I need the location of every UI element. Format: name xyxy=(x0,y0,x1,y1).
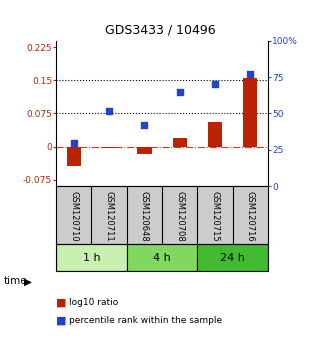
Bar xyxy=(67,147,81,166)
Bar xyxy=(243,78,257,147)
Bar xyxy=(127,244,197,271)
Text: GSM120648: GSM120648 xyxy=(140,191,149,241)
Text: 4 h: 4 h xyxy=(153,253,171,263)
Text: log10 ratio: log10 ratio xyxy=(69,298,118,307)
Text: GSM120711: GSM120711 xyxy=(105,191,114,241)
Point xyxy=(107,108,112,113)
Text: ▶: ▶ xyxy=(24,276,32,286)
Bar xyxy=(102,147,116,148)
Point xyxy=(213,81,218,87)
Bar xyxy=(56,244,127,271)
Text: GSM120708: GSM120708 xyxy=(175,191,184,241)
Bar xyxy=(208,122,222,147)
Text: GSM120710: GSM120710 xyxy=(69,191,78,241)
Text: 1 h: 1 h xyxy=(83,253,100,263)
Text: GSM120716: GSM120716 xyxy=(246,191,255,241)
Text: GDS3433 / 10496: GDS3433 / 10496 xyxy=(105,23,216,36)
Text: 24 h: 24 h xyxy=(220,253,245,263)
Text: ■: ■ xyxy=(56,315,67,325)
Text: GSM120715: GSM120715 xyxy=(211,191,220,241)
Point xyxy=(71,140,76,145)
Bar xyxy=(173,138,187,147)
Bar xyxy=(197,244,268,271)
Point xyxy=(248,72,253,77)
Bar xyxy=(137,147,152,154)
Point xyxy=(177,89,182,95)
Text: time: time xyxy=(3,276,27,286)
Text: ■: ■ xyxy=(56,298,67,308)
Point xyxy=(142,122,147,128)
Text: percentile rank within the sample: percentile rank within the sample xyxy=(69,316,222,325)
